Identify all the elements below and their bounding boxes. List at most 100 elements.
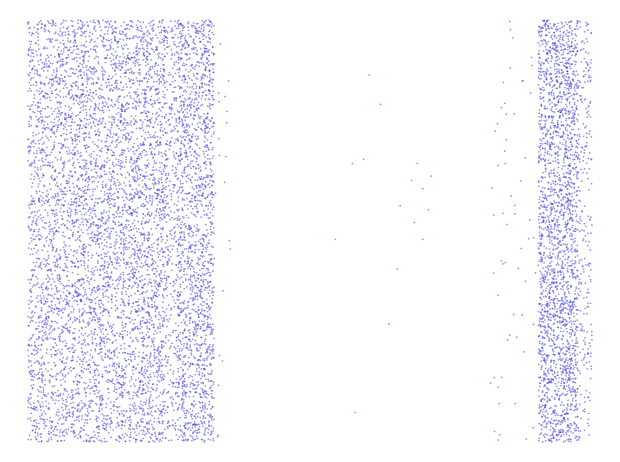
data-point: [76, 133, 78, 136]
data-point: [140, 40, 142, 43]
data-point: [81, 32, 84, 34]
data-point: [158, 353, 160, 356]
data-point: [133, 107, 136, 109]
data-point: [111, 213, 114, 216]
data-point: [59, 255, 62, 258]
data-point: [129, 198, 132, 201]
data-point: [46, 322, 48, 325]
data-point: [95, 119, 98, 121]
data-point: [134, 413, 137, 415]
data-point: [98, 352, 101, 355]
data-point: [57, 203, 60, 206]
data-point: [32, 55, 35, 58]
data-point: [116, 258, 119, 261]
data-point: [112, 115, 114, 118]
data-point: [44, 209, 47, 212]
data-point: [162, 90, 165, 93]
data-point: [29, 360, 32, 362]
data-point: [127, 419, 130, 422]
data-point: [160, 271, 163, 274]
data-point: [85, 177, 88, 180]
data-point: [130, 359, 132, 361]
data-point: [29, 55, 32, 57]
data-point: [69, 216, 71, 218]
data-point: [110, 412, 113, 414]
data-point: [89, 20, 92, 22]
data-point: [61, 374, 64, 377]
data-point: [36, 351, 39, 354]
data-point: [33, 200, 36, 203]
data-point: [31, 300, 33, 302]
data-point: [159, 350, 162, 353]
data-point: [109, 255, 111, 258]
data-point: [66, 433, 68, 436]
data-point: [40, 283, 43, 286]
data-point: [98, 326, 100, 329]
data-point: [161, 115, 164, 118]
data-point: [100, 302, 103, 305]
data-point: [43, 27, 46, 30]
data-point: [100, 253, 102, 256]
data-point: [76, 136, 79, 138]
data-point: [49, 337, 52, 339]
data-point: [123, 21, 126, 24]
data-point: [112, 369, 115, 371]
data-point: [101, 88, 103, 91]
data-point: [129, 403, 132, 406]
data-point: [46, 123, 49, 126]
data-point: [72, 203, 74, 206]
data-point: [56, 221, 59, 224]
data-point: [153, 162, 156, 165]
data-point: [109, 184, 112, 187]
data-point: [80, 74, 82, 77]
data-point: [152, 295, 155, 297]
data-point: [60, 147, 62, 150]
data-point: [37, 395, 39, 397]
data-point: [110, 188, 113, 190]
data-point: [107, 264, 110, 266]
data-point: [33, 354, 36, 356]
data-point: [144, 250, 146, 253]
data-point: [50, 309, 53, 312]
data-point: [102, 117, 105, 120]
data-point: [82, 104, 85, 107]
data-point: [51, 84, 53, 87]
data-point: [162, 390, 165, 393]
data-point: [135, 268, 138, 271]
data-point: [72, 149, 74, 152]
data-point: [144, 131, 147, 134]
data-point: [107, 215, 110, 217]
data-point: [77, 391, 80, 394]
data-point: [29, 397, 32, 399]
data-point: [27, 399, 29, 402]
data-point: [155, 369, 158, 372]
data-point: [55, 425, 57, 428]
data-point: [95, 403, 98, 406]
data-point: [75, 251, 78, 254]
data-point: [75, 290, 78, 293]
data-point: [103, 33, 106, 36]
data-point: [82, 295, 85, 297]
data-point: [29, 321, 32, 323]
data-point: [73, 419, 76, 422]
data-point: [158, 151, 160, 154]
data-point: [164, 31, 167, 34]
data-point: [154, 410, 157, 412]
data-point: [82, 90, 85, 92]
data-point: [38, 159, 40, 162]
data-point: [35, 220, 38, 223]
data-point: [95, 93, 97, 96]
data-point: [96, 165, 99, 168]
data-point: [63, 241, 65, 244]
data-point: [67, 203, 70, 205]
data-point: [67, 125, 70, 127]
data-point: [32, 275, 34, 277]
data-point: [159, 25, 162, 28]
data-point: [146, 320, 149, 323]
data-point: [131, 237, 134, 240]
data-point: [120, 159, 122, 162]
data-point: [110, 124, 113, 126]
data-point: [107, 397, 109, 400]
data-point: [127, 123, 130, 126]
data-point: [42, 164, 44, 167]
